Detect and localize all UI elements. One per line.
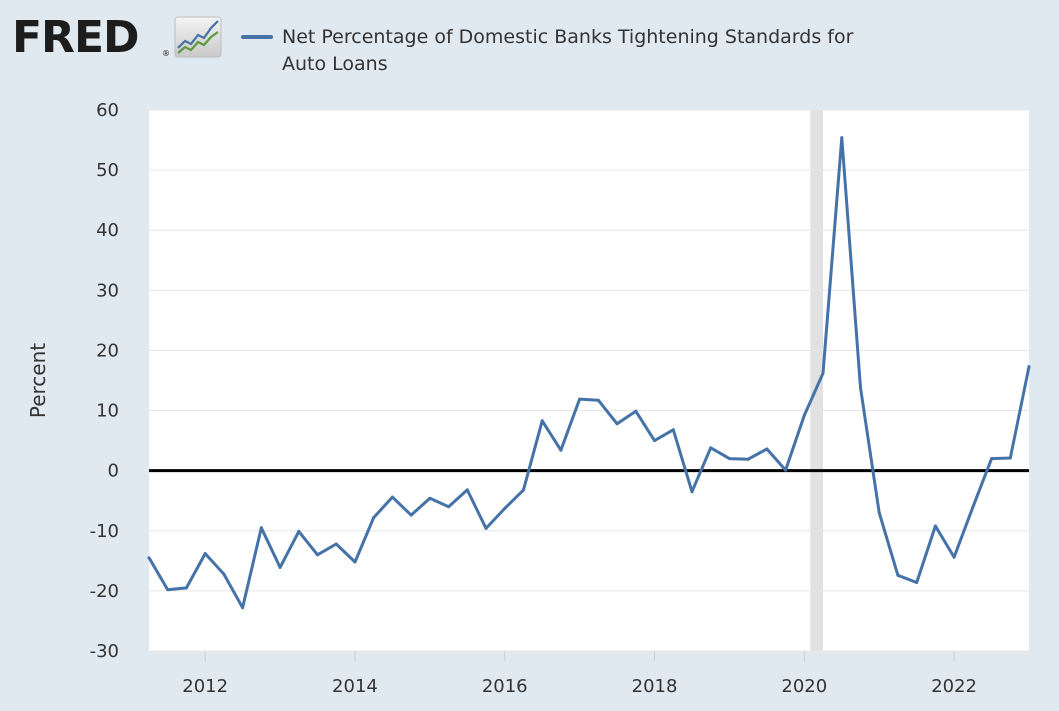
data-point — [971, 505, 975, 509]
y-axis-label: Percent — [26, 343, 50, 418]
y-tick-label: 30 — [96, 280, 119, 301]
y-tick-label: 0 — [108, 461, 119, 482]
data-point — [297, 529, 301, 533]
data-point — [933, 524, 937, 528]
legend-swatch — [241, 35, 273, 39]
data-point — [990, 457, 994, 461]
data-point — [784, 468, 788, 472]
data-point — [952, 555, 956, 559]
data-point — [521, 488, 525, 492]
data-point — [858, 386, 862, 390]
data-point — [596, 398, 600, 402]
recession-band — [810, 110, 824, 651]
data-point — [503, 507, 507, 511]
y-tick-label: 50 — [96, 160, 119, 181]
data-point — [372, 516, 376, 520]
data-point — [259, 526, 263, 530]
y-tick-label: 40 — [96, 220, 119, 241]
y-tick-label: 20 — [96, 340, 119, 361]
registered-mark: ® — [162, 49, 170, 58]
data-point — [241, 606, 245, 610]
legend-label: Net Percentage of Domestic Banks Tighten… — [282, 26, 854, 75]
data-point — [559, 448, 563, 452]
x-tick-label: 2018 — [632, 676, 678, 697]
data-point — [877, 511, 881, 515]
gridlines — [149, 109, 1029, 652]
data-point — [727, 457, 731, 461]
data-point — [447, 505, 451, 509]
data-point — [484, 526, 488, 530]
data-point — [653, 439, 657, 443]
data-point — [746, 457, 750, 461]
data-point — [316, 553, 320, 557]
data-point — [353, 560, 357, 564]
y-tick-label: 10 — [96, 401, 119, 422]
data-point — [222, 572, 226, 576]
data-point — [540, 419, 544, 423]
data-point — [840, 136, 844, 140]
data-points — [147, 136, 1031, 610]
data-point — [802, 413, 806, 417]
data-point — [1008, 456, 1012, 460]
data-point — [765, 447, 769, 451]
data-point — [390, 495, 394, 499]
data-point — [334, 542, 338, 546]
x-tick-label: 2016 — [482, 676, 528, 697]
data-point — [465, 488, 469, 492]
data-point — [634, 409, 638, 413]
fred-logo[interactable]: FRED — [12, 12, 140, 63]
y-tick-label: -30 — [90, 641, 119, 662]
x-axis-ticks: 2012 2014 2016 2018 2020 2022 — [182, 676, 977, 697]
data-point — [147, 556, 151, 560]
chart-header: FRED ® Net Percentage of Domestic Banks … — [0, 0, 1059, 90]
data-point — [578, 397, 582, 401]
y-tick-label: -20 — [90, 581, 119, 602]
x-tick-label: 2012 — [182, 676, 228, 697]
y-axis-ticks: 60 50 40 30 20 10 0 -10 -20 -30 — [90, 100, 119, 662]
fred-logo-graph-icon — [174, 16, 222, 58]
recession-shading-layer — [810, 110, 824, 651]
y-tick-label: -10 — [90, 521, 119, 542]
x-tick-label: 2022 — [931, 676, 977, 697]
data-point — [821, 371, 825, 375]
data-point — [409, 513, 413, 517]
data-point — [709, 446, 713, 450]
data-point — [615, 422, 619, 426]
data-point — [896, 573, 900, 577]
plot-area — [149, 110, 1029, 651]
data-point — [203, 552, 207, 556]
data-point — [184, 586, 188, 590]
y-tick-label: 60 — [96, 100, 119, 121]
data-point — [428, 496, 432, 500]
data-point — [690, 490, 694, 494]
data-point — [166, 588, 170, 592]
series-line[interactable] — [147, 136, 1031, 610]
x-tick-marks — [204, 651, 955, 661]
data-point — [915, 580, 919, 584]
data-point — [671, 428, 675, 432]
x-tick-label: 2014 — [332, 676, 378, 697]
x-tick-label: 2020 — [781, 676, 827, 697]
data-point — [1027, 365, 1031, 369]
data-point — [278, 565, 282, 569]
